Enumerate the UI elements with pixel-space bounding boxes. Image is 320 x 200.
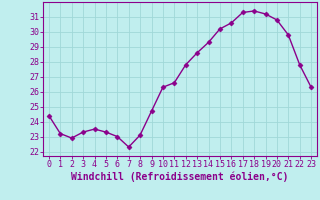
- X-axis label: Windchill (Refroidissement éolien,°C): Windchill (Refroidissement éolien,°C): [71, 172, 289, 182]
